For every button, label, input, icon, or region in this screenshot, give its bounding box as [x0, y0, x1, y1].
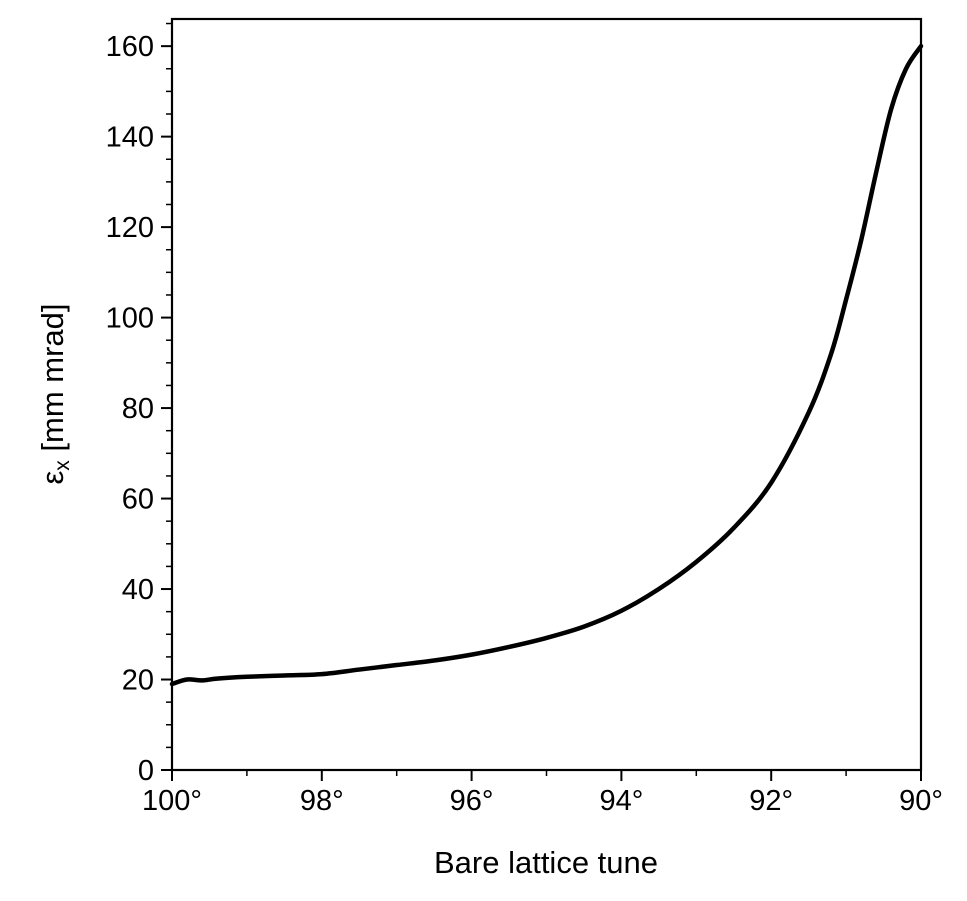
y-tick-label: 120 [106, 212, 154, 244]
y-tick-label: 60 [122, 484, 154, 516]
x-tick-label: 100° [142, 785, 202, 817]
y-tick-label: 80 [122, 393, 154, 425]
tick-labels: 100° 98° 96° 94° 92° 90° 0 20 40 60 80 100 120 140 160 [106, 31, 943, 817]
y-axis-label: εx [mm mrad] [35, 303, 74, 484]
x-tick-label: 98° [300, 785, 344, 817]
y-tick-label: 20 [122, 665, 154, 697]
x-tick-label: 96° [450, 785, 494, 817]
x-tick-label: 90° [899, 785, 943, 817]
y-tick-label: 140 [106, 122, 154, 154]
series-line [169, 43, 924, 687]
ticks [161, 22, 922, 781]
y-tick-label: 40 [122, 574, 154, 606]
x-tick-label: 92° [749, 785, 793, 817]
y-tick-label: 160 [106, 31, 154, 63]
x-axis-label: Bare lattice tune [434, 845, 658, 880]
y-tick-label: 100 [106, 303, 154, 335]
x-tick-label: 94° [599, 785, 643, 817]
plot-frame [170, 17, 923, 772]
y-tick-label: 0 [138, 755, 154, 787]
